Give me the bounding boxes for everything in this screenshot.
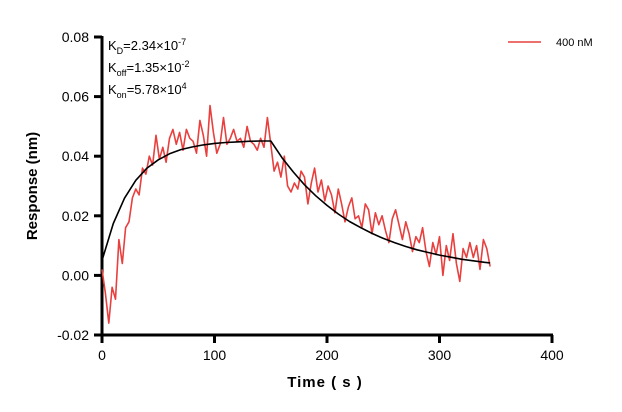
x-tick-label: 300 — [428, 347, 452, 363]
annotation-kd: KD=2.34×10-7 — [108, 37, 186, 56]
fit-curve — [101, 140, 491, 264]
series-layer — [101, 104, 491, 324]
y-axis-label: Response (nm) — [24, 132, 41, 240]
axes: 0 100 200 300 400 -0.02 0.00 0.02 0.04 0.06 0.08 — [57, 29, 564, 363]
y-tick-label: 0.04 — [62, 148, 89, 164]
annotation-koff: Koff=1.35×10-2 — [108, 59, 189, 78]
annotation-kon: Kon=5.78×104 — [108, 81, 187, 100]
y-tick-label: 0.00 — [62, 267, 89, 283]
y-tick-label: -0.02 — [57, 327, 89, 343]
x-tick-label: 0 — [98, 347, 106, 363]
x-tick-label: 400 — [540, 347, 564, 363]
legend: 400 nM — [508, 37, 593, 49]
x-tick-label: 200 — [315, 347, 339, 363]
kinetics-annotation: KD=2.34×10-7 Koff=1.35×10-2 Kon=5.78×104 — [108, 37, 189, 100]
y-tick-label: 0.08 — [62, 29, 89, 45]
y-tick-label: 0.06 — [62, 89, 89, 105]
legend-label: 400 nM — [556, 37, 593, 49]
y-tick-label: 0.02 — [62, 208, 89, 224]
series-line-400nM — [101, 104, 491, 324]
x-tick-label: 100 — [203, 347, 227, 363]
x-axis-label: Time ( s ) — [287, 374, 363, 391]
